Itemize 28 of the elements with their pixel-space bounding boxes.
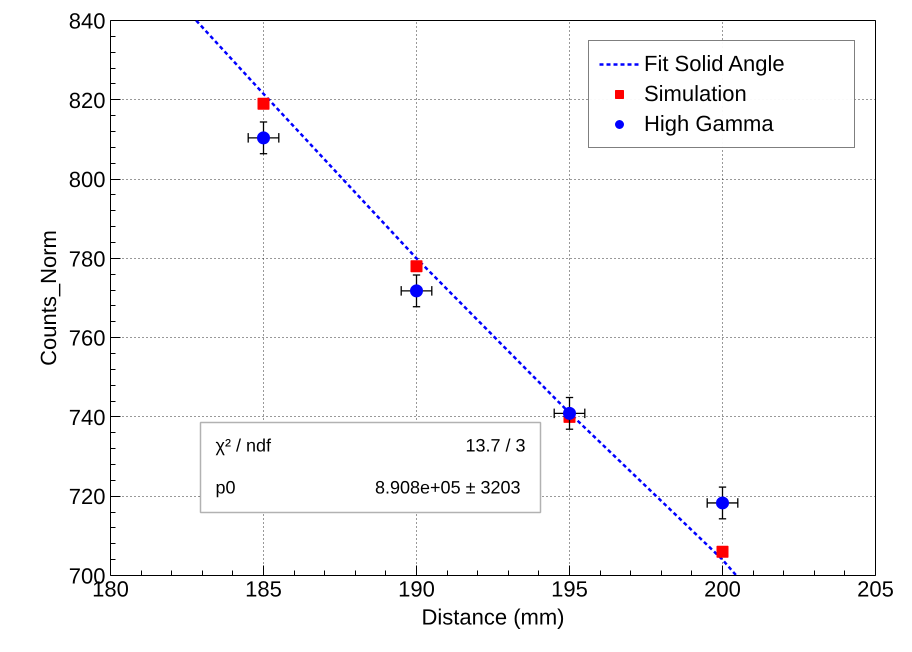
point xyxy=(410,260,422,272)
point xyxy=(716,496,729,510)
annotation: χ² / ndf xyxy=(216,436,272,456)
x-axis-title: Distance (mm) xyxy=(421,604,565,630)
point xyxy=(257,131,270,144)
point xyxy=(716,546,728,558)
legend-label: High Gamma xyxy=(644,111,775,137)
y-tick-label: 800 xyxy=(68,167,106,192)
annotation: 8.908e+05 ± 3203 xyxy=(374,478,521,498)
x-tick-label: 205 xyxy=(857,576,894,602)
y-tick-label: 720 xyxy=(68,484,106,510)
annotation: 13.7 / 3 xyxy=(465,436,526,456)
legend-label: Simulation xyxy=(644,81,748,107)
point xyxy=(258,98,270,110)
y-tick-label: 760 xyxy=(68,326,106,351)
y-axis-title: Counts_Norm xyxy=(36,230,61,366)
point xyxy=(410,284,423,298)
x-tick-label: 195 xyxy=(551,576,588,602)
y-tick-label: 840 xyxy=(68,8,106,34)
y-tick-label: 740 xyxy=(68,404,106,430)
point xyxy=(563,406,576,420)
legend-label: Fit Solid Angle xyxy=(644,51,786,77)
y-tick-label: 780 xyxy=(68,246,106,272)
x-tick-label: 185 xyxy=(245,576,282,602)
x-tick-label: 200 xyxy=(704,576,741,602)
x-tick-label: 190 xyxy=(398,576,435,602)
annotation: p0 xyxy=(216,478,236,498)
y-tick-label: 820 xyxy=(68,88,106,113)
